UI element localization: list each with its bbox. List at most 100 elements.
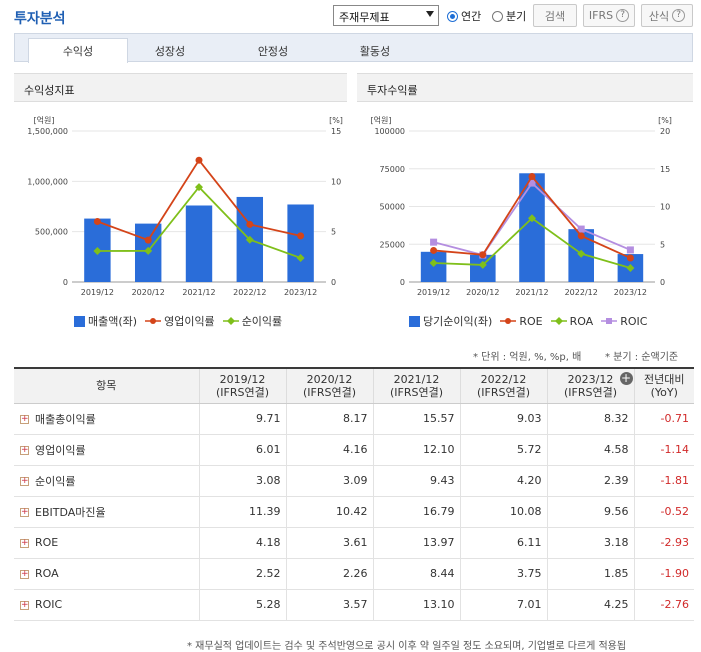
profitability-legend: 매출액(좌) 영업이익률 순이익률 — [74, 313, 290, 329]
legend-bar-icon — [409, 315, 420, 327]
y-left-unit-label: [억원] — [371, 115, 392, 125]
row-label: 매출총이익률 — [35, 412, 96, 426]
row-label-cell[interactable]: + 순이익률 — [14, 465, 199, 497]
point-ROE — [626, 254, 634, 262]
legend-line-icon — [550, 317, 567, 325]
value-cell: 3.08 — [198, 465, 286, 497]
y-left-unit-label: [억원] — [34, 115, 55, 125]
expand-plus-icon[interactable]: + — [20, 507, 29, 517]
search-button-label: 검색 — [544, 9, 566, 23]
row-label-cell[interactable]: + ROE — [14, 527, 199, 559]
value-cell: 2.39 — [546, 465, 634, 497]
x-tick-label: 2023/12 — [614, 288, 647, 297]
add-column-icon[interactable]: + — [619, 371, 633, 385]
tab-bar: 수익성 성장성 안정성 활동성 — [14, 33, 693, 63]
table-row: + ROE 4.18 3.61 13.97 6.11 3.18 -2.93 — [14, 527, 694, 559]
expand-plus-icon[interactable]: + — [20, 599, 29, 610]
y-right-tick-label: 15 — [660, 165, 670, 174]
statement-select[interactable]: 주재무제표 — [333, 5, 439, 26]
tab-label: 수익성 — [62, 45, 94, 58]
x-tick-label: 2019/12 — [417, 288, 450, 297]
row-label: ROIC — [35, 598, 63, 611]
quarter-note: * 분기 : 순액기준 — [605, 352, 679, 363]
value-cell: 9.71 — [198, 403, 286, 435]
radio-quarter[interactable]: 분기 — [492, 8, 526, 24]
expand-plus-icon[interactable]: + — [20, 414, 29, 424]
header-2023: 2023/12 (IFRS연결) + — [546, 368, 634, 404]
point-ROIC — [626, 246, 634, 254]
row-label-cell[interactable]: + ROIC — [14, 589, 199, 621]
legend-line-icon — [601, 318, 618, 324]
y-left-tick-label: 75000 — [380, 165, 405, 174]
row-label-cell[interactable]: + ROA — [14, 558, 199, 590]
financial-ratio-table: 항목 2019/12 (IFRS연결) 2020/12 (IFRS연결) 2021/… — [14, 367, 694, 621]
return-panel-title: 투자수익률 — [367, 84, 418, 97]
tab-stability[interactable]: 안정성 — [223, 38, 323, 63]
header-item: 항목 — [14, 368, 199, 404]
legend-label: 매출액(좌) — [88, 315, 138, 328]
legend-item-roic[interactable]: ROIC — [601, 315, 647, 328]
y-right-tick-label: 10 — [660, 203, 670, 212]
row-label-cell[interactable]: + 영업이익률 — [14, 434, 199, 466]
point-ROA — [626, 264, 635, 273]
value-cell: 2.52 — [198, 558, 286, 590]
y-right-tick-label: 5 — [660, 240, 665, 249]
value-cell: 9.03 — [459, 403, 547, 435]
y-left-tick-label: 0 — [400, 278, 405, 287]
point-영업이익률 — [144, 236, 152, 244]
value-cell: 8.32 — [546, 403, 634, 435]
legend-item-roa[interactable]: ROA — [550, 314, 594, 328]
chevron-down-icon — [426, 11, 434, 17]
search-button[interactable]: 검색 — [533, 4, 577, 27]
expand-plus-icon[interactable]: + — [20, 476, 29, 486]
value-cell: 8.17 — [285, 403, 373, 435]
x-tick-label: 2020/12 — [132, 288, 165, 297]
legend-label: ROA — [569, 314, 594, 328]
legend-item-roe[interactable]: ROE — [500, 315, 543, 328]
value-cell: 1.85 — [546, 558, 634, 590]
tab-activity[interactable]: 활동성 — [325, 38, 425, 63]
tab-growth[interactable]: 성장성 — [120, 38, 220, 63]
question-icon: ? — [672, 9, 686, 22]
legend-item-sales[interactable]: 매출액(좌) — [74, 313, 137, 329]
value-cell: 6.11 — [459, 527, 547, 559]
row-label-cell[interactable]: + EBITDA마진율 — [14, 496, 199, 528]
value-cell: 10.42 — [285, 496, 373, 528]
table-row: + 매출총이익률 9.71 8.17 15.57 9.03 8.32 -0.71 — [14, 403, 694, 435]
y-right-unit-label: [%] — [658, 116, 672, 125]
y-right-tick-label: 10 — [331, 177, 341, 186]
yoy-cell: -0.52 — [633, 496, 694, 528]
expand-plus-icon[interactable]: + — [20, 445, 29, 455]
tab-label: 활동성 — [359, 44, 391, 58]
point-ROA — [577, 249, 586, 258]
legend-item-net-margin[interactable]: 순이익률 — [222, 313, 282, 329]
point-ROE — [430, 246, 438, 254]
radio-annual[interactable]: 연간 — [447, 8, 481, 24]
formula-help-button[interactable]: 산식 ? — [641, 4, 693, 27]
expand-plus-icon[interactable]: + — [20, 537, 29, 548]
legend-item-op-margin[interactable]: 영업이익률 — [145, 313, 215, 329]
ifrs-button-label: IFRS — [588, 9, 614, 22]
row-label: ROE — [35, 536, 59, 549]
formula-button-label: 산식 — [648, 9, 670, 23]
legend-line-icon — [222, 317, 239, 325]
legend-line-icon — [145, 318, 162, 324]
table-row: + EBITDA마진율 11.39 10.42 16.79 10.08 9.56 -0.52 — [14, 496, 694, 528]
point-ROIC — [430, 238, 438, 246]
ifrs-help-button[interactable]: IFRS ? — [583, 4, 635, 27]
legend-item-net-income[interactable]: 당기순이익(좌) — [409, 313, 492, 329]
yoy-cell: -1.90 — [633, 558, 694, 590]
value-cell: 3.75 — [459, 558, 547, 590]
profitability-panel-title: 수익성지표 — [24, 84, 75, 97]
point-ROE — [528, 173, 536, 181]
value-cell: 4.20 — [459, 465, 547, 497]
value-cell: 7.01 — [459, 589, 547, 621]
value-cell: 12.10 — [372, 434, 460, 466]
point-순이익률 — [245, 235, 254, 244]
y-left-tick-label: 100000 — [374, 127, 405, 136]
tab-profitability[interactable]: 수익성 — [28, 38, 128, 63]
y-right-tick-label: 0 — [331, 278, 336, 287]
value-cell: 4.16 — [285, 434, 373, 466]
row-label-cell[interactable]: + 매출총이익률 — [14, 403, 199, 435]
expand-plus-icon[interactable]: + — [20, 568, 29, 579]
